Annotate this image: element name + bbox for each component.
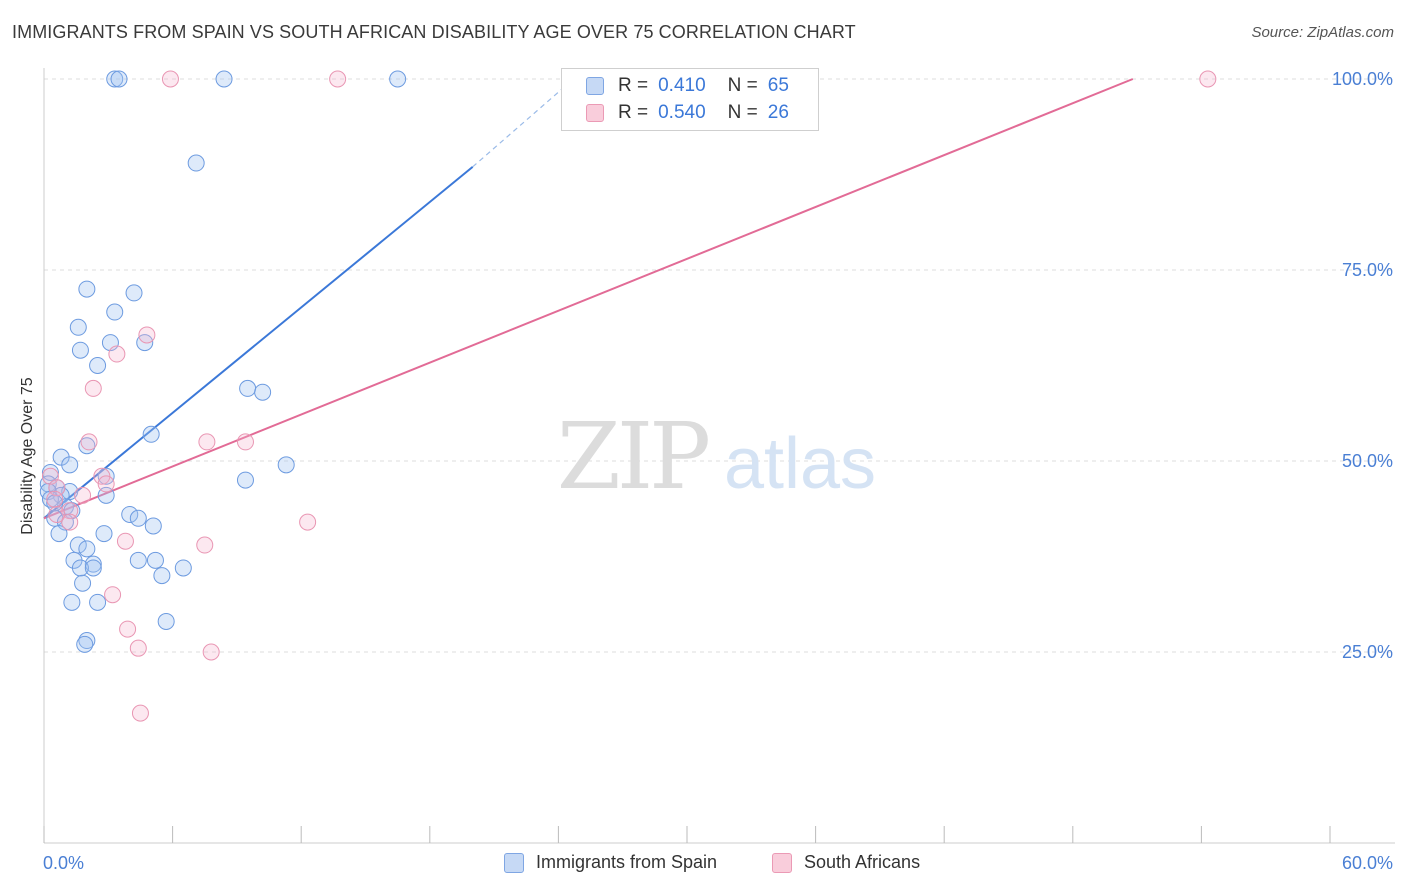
y-tick-label: 25.0% — [1342, 642, 1393, 662]
data-point — [95, 525, 113, 543]
data-point — [106, 303, 124, 321]
data-point — [129, 551, 147, 569]
data-point — [76, 635, 94, 653]
data-point — [131, 704, 149, 722]
tick-labels: 25.0% 50.0% 75.0% 100.0% 0.0% 60.0% — [43, 69, 1393, 873]
data-point — [104, 586, 122, 604]
data-point — [146, 551, 164, 569]
data-point — [187, 154, 205, 172]
legend-row-spain: R = 0.410 N = 65 — [586, 73, 789, 99]
data-point — [78, 280, 96, 298]
legend-row-south-africans: R = 0.540 N = 26 — [586, 100, 789, 126]
data-point — [196, 536, 214, 554]
series-label-spain: Immigrants from Spain — [536, 852, 718, 872]
data-point — [389, 70, 407, 88]
data-point — [236, 433, 254, 451]
data-point — [153, 567, 171, 585]
data-point — [89, 593, 107, 611]
legend-n-label: N = — [727, 75, 758, 96]
data-point — [142, 425, 160, 443]
legend-r-label: R = — [618, 75, 649, 96]
data-point — [80, 433, 98, 451]
data-point — [84, 379, 102, 397]
data-point — [74, 574, 92, 592]
source-credit: Source: ZipAtlas.com — [1251, 24, 1394, 41]
data-point — [125, 284, 143, 302]
trendline-spain — [43, 166, 474, 520]
trend-lines — [43, 78, 1134, 520]
data-point — [71, 341, 89, 359]
data-point — [174, 559, 192, 577]
data-point — [108, 345, 126, 363]
data-point — [61, 456, 79, 474]
data-point — [138, 326, 156, 344]
legend-n-label: N = — [727, 102, 758, 123]
data-point — [97, 475, 115, 493]
trendline-spain-extension — [472, 82, 570, 168]
legend-r-label: R = — [618, 102, 649, 123]
y-tick-label: 100.0% — [1332, 69, 1393, 89]
data-point — [116, 532, 134, 550]
legend-swatch-pink — [586, 104, 604, 122]
data-point — [69, 318, 87, 336]
series-spain-points — [39, 70, 407, 653]
data-point — [110, 70, 128, 88]
data-point — [239, 379, 257, 397]
data-point — [84, 555, 102, 573]
axes — [43, 68, 1395, 844]
data-point — [129, 639, 147, 657]
data-point — [78, 540, 96, 558]
data-point — [48, 505, 66, 523]
data-point — [329, 70, 347, 88]
correlation-legend: R = 0.410 N = 65 R = 0.540 N = 26 — [561, 68, 819, 131]
series-legend-south-africans: South Africans — [772, 852, 920, 873]
chart-title: IMMIGRANTS FROM SPAIN VS SOUTH AFRICAN D… — [12, 22, 856, 42]
legend-swatch-blue — [586, 77, 604, 95]
watermark: ZIP atlas — [557, 403, 876, 510]
data-point — [157, 612, 175, 630]
gridlines — [44, 78, 1395, 653]
data-point — [63, 593, 81, 611]
legend-r-value: 0.410 — [658, 75, 706, 96]
data-point — [1199, 70, 1217, 88]
data-point — [46, 490, 64, 508]
data-point — [129, 509, 147, 527]
data-point — [84, 559, 102, 577]
data-points — [39, 70, 1217, 722]
trendline-south-africans — [43, 78, 1134, 520]
data-point — [89, 357, 107, 374]
data-point — [161, 70, 179, 88]
data-point — [254, 383, 272, 401]
data-point — [121, 505, 139, 523]
data-point — [106, 70, 124, 88]
data-point — [198, 433, 216, 451]
series-label-south-africans: South Africans — [804, 852, 921, 872]
data-point — [202, 643, 220, 661]
data-point — [74, 486, 92, 504]
data-point — [236, 471, 254, 489]
data-point — [299, 513, 317, 531]
data-point — [144, 517, 162, 535]
y-tick-label: 75.0% — [1342, 260, 1393, 280]
legend-n-value: 26 — [767, 102, 789, 123]
data-point — [50, 525, 68, 543]
watermark-zip: ZIP — [557, 403, 708, 510]
legend-n-value: 65 — [767, 75, 789, 96]
watermark-atlas: atlas — [724, 424, 876, 504]
data-point — [61, 513, 79, 531]
series-south-africans-points — [41, 70, 1217, 722]
series-legend-spain: Immigrants from Spain — [504, 852, 717, 873]
data-point — [215, 70, 233, 88]
y-tick-label: 50.0% — [1342, 451, 1393, 471]
data-point — [119, 620, 137, 638]
legend-r-value: 0.540 — [658, 102, 706, 123]
series-swatch-pink — [772, 852, 792, 873]
x-tick-label: 0.0% — [43, 853, 84, 873]
series-swatch-blue — [504, 852, 524, 873]
data-point — [277, 456, 295, 474]
x-tick-label: 60.0% — [1342, 853, 1393, 873]
series-legend: Immigrants from Spain South Africans — [0, 852, 1406, 876]
